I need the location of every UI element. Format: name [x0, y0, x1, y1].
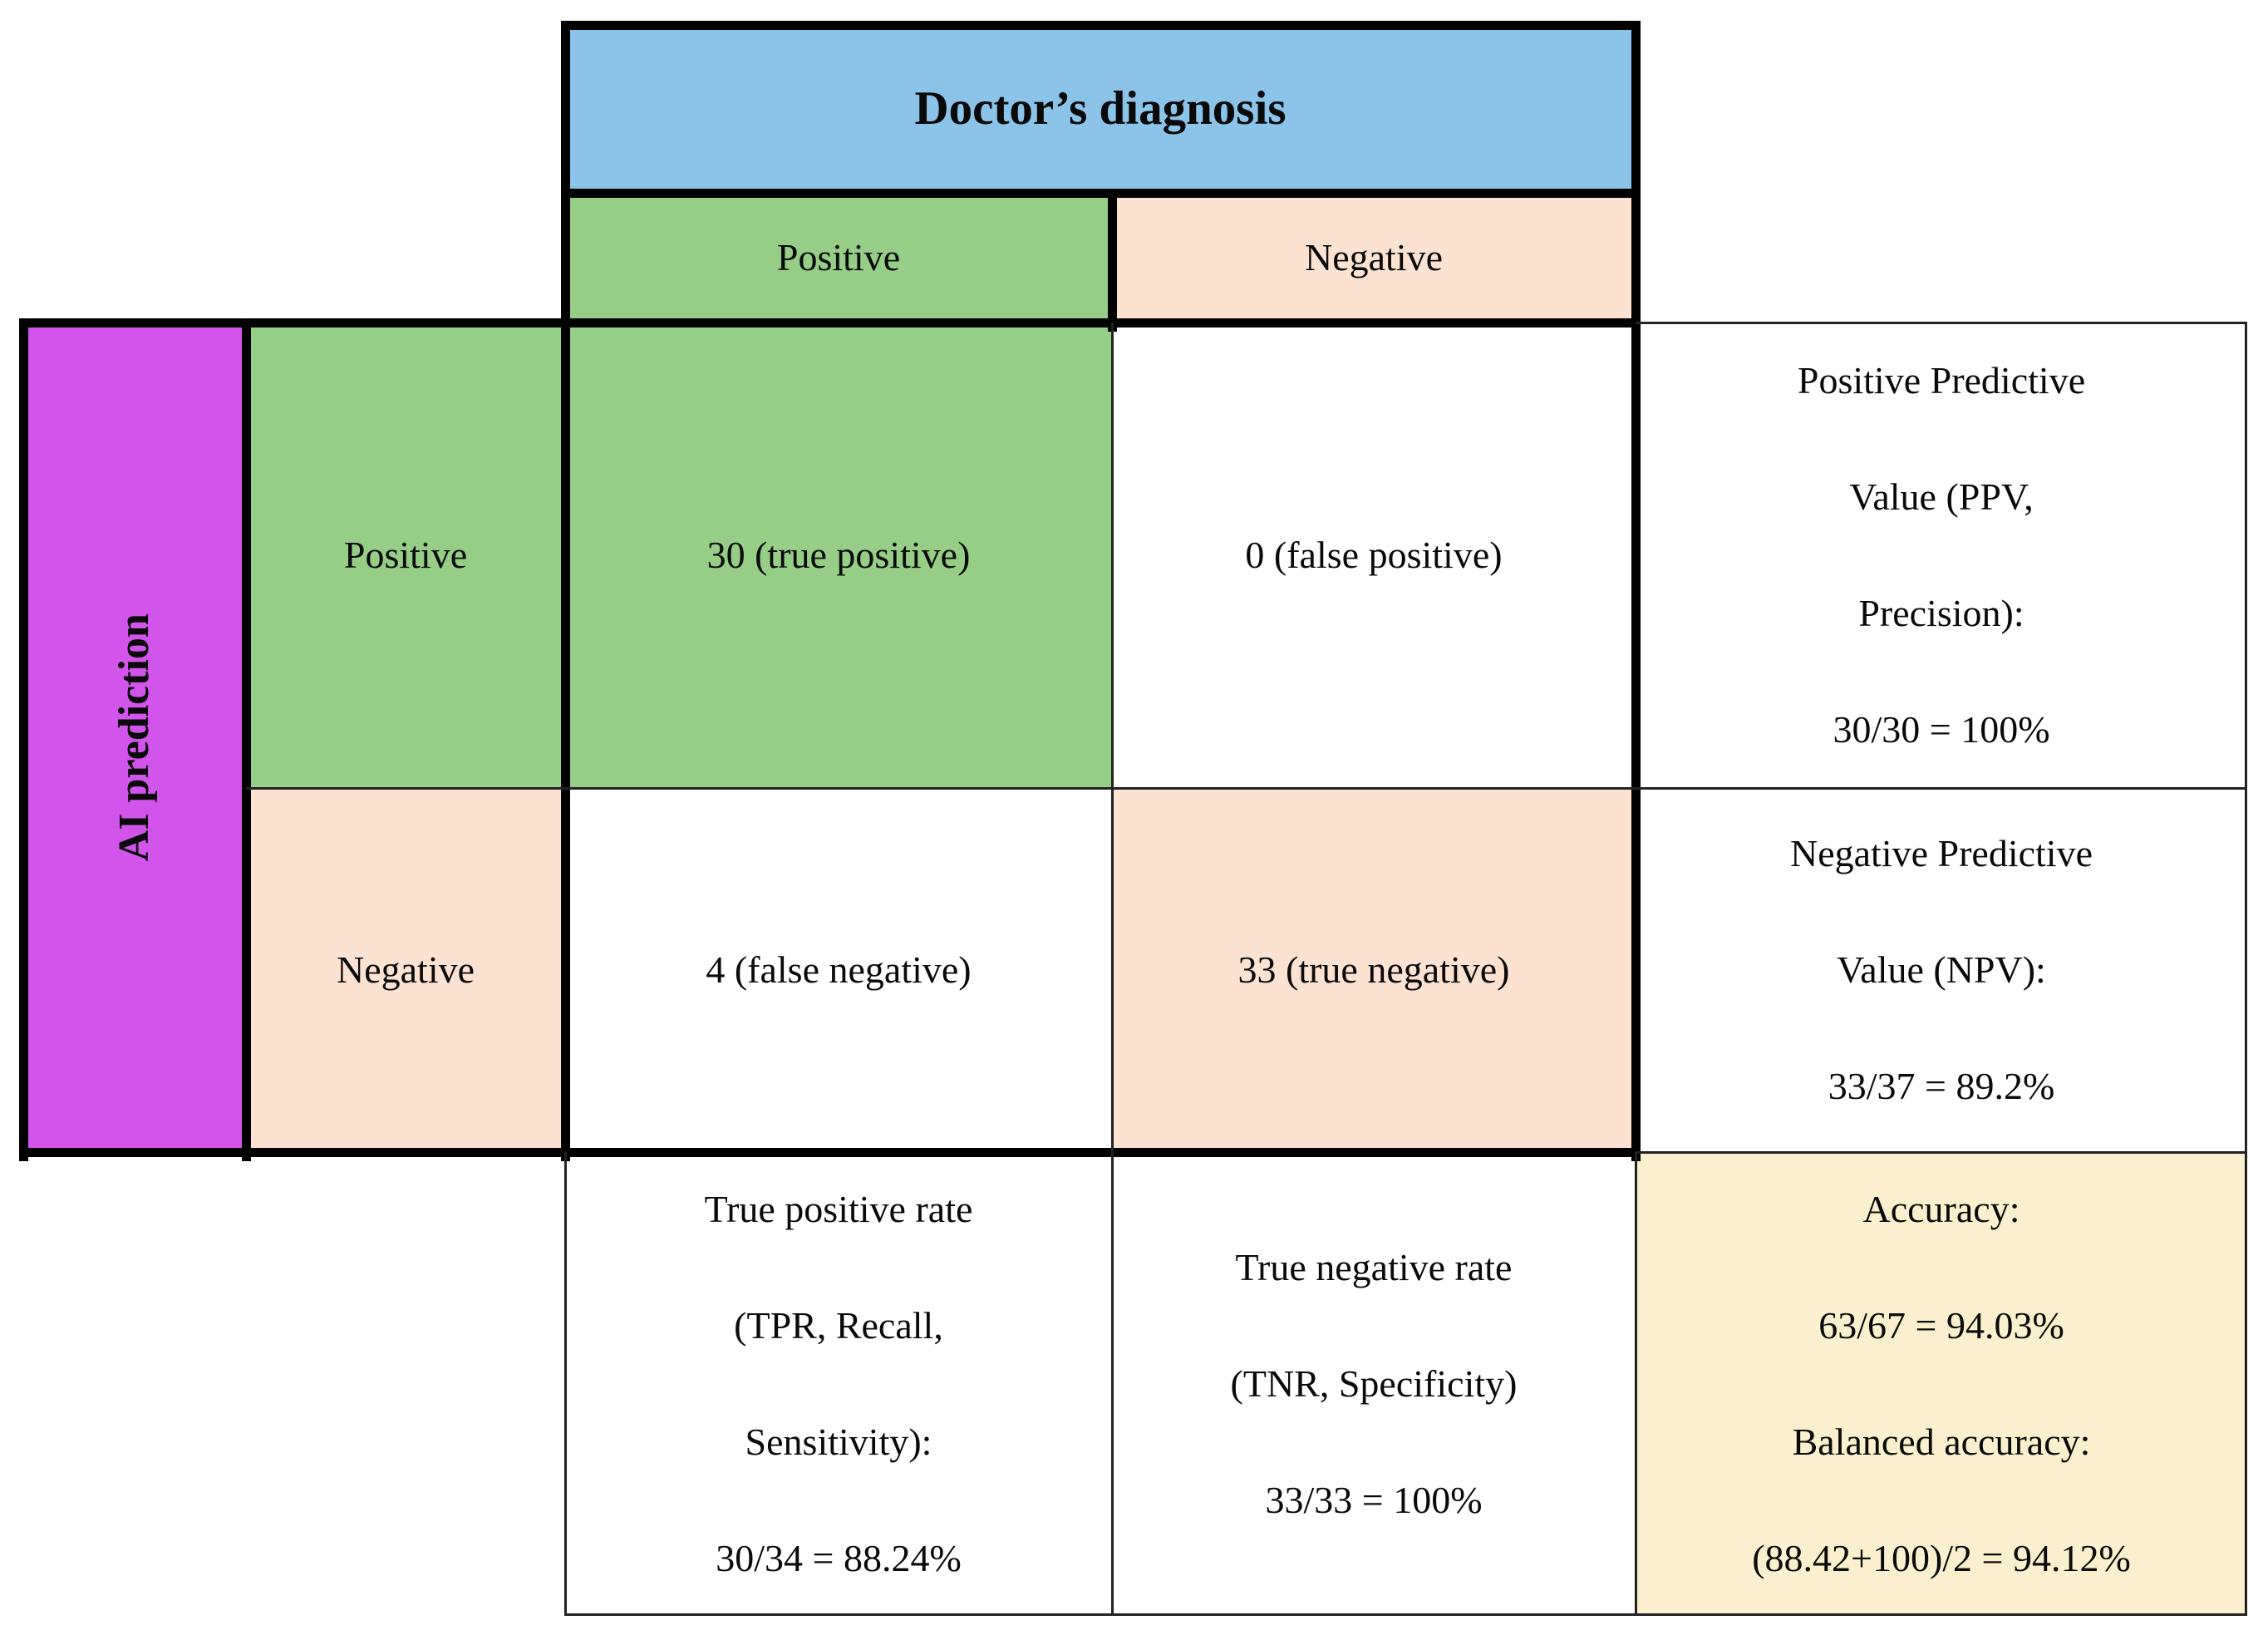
grid-line — [561, 189, 1641, 198]
metric-tnr-line: (TNR, Specificity) — [1230, 1362, 1518, 1405]
metric-accuracy-line: Balanced accuracy: — [1792, 1421, 2091, 1463]
metric-ppv-line: Precision): — [1858, 592, 2024, 634]
grid-line — [19, 1148, 1641, 1157]
cell-false-positive-label: 0 (false positive) — [1245, 534, 1503, 577]
grid-line — [242, 318, 251, 1161]
grid-line — [1635, 1152, 1637, 1616]
row-header-positive: Positive — [246, 323, 565, 788]
grid-line — [564, 1152, 567, 1616]
metric-tpr-line: Sensitivity): — [745, 1421, 932, 1463]
col-header-positive-label: Positive — [776, 236, 901, 279]
cell-true-negative-label: 33 (true negative) — [1237, 948, 1510, 992]
metric-ppv-line: Value (PPV, — [1849, 475, 2034, 518]
grid-line — [564, 1613, 2247, 1616]
metric-tnr-line: True negative rate — [1235, 1246, 1513, 1288]
metric-accuracy-line: 63/67 = 94.03% — [1818, 1304, 2064, 1347]
grid-line — [2245, 323, 2247, 1616]
grid-line — [1111, 323, 1114, 1616]
metric-npv-line: 33/37 = 89.2% — [1828, 1065, 2055, 1107]
col-header-negative-label: Negative — [1304, 236, 1444, 279]
grid-line — [1636, 322, 2247, 324]
metric-ppv-line: Positive Predictive — [1797, 359, 2086, 401]
metric-ppv: Positive Predictive Value (PPV, Precisio… — [1636, 323, 2247, 788]
metric-ppv-line: 30/30 = 100% — [1833, 708, 2050, 751]
col-header-negative: Negative — [1112, 193, 1636, 323]
metric-tpr-line: 30/34 = 88.24% — [716, 1537, 962, 1579]
grid-line — [561, 21, 1641, 30]
metric-tnr-line: 33/33 = 100% — [1265, 1479, 1483, 1521]
col-header-positive: Positive — [565, 193, 1112, 323]
row-header-negative-label: Negative — [336, 948, 475, 992]
cell-true-positive: 30 (true positive) — [565, 323, 1112, 788]
cell-false-negative-label: 4 (false negative) — [706, 948, 972, 992]
cell-true-positive-label: 30 (true positive) — [706, 534, 971, 577]
row-header-positive-label: Positive — [343, 534, 468, 577]
metric-npv: Negative Predictive Value (NPV): 33/37 =… — [1636, 788, 2247, 1152]
metric-accuracy: Accuracy: 63/67 = 94.03% Balanced accura… — [1636, 1152, 2247, 1616]
doctor-diagnosis-header: Doctor’s diagnosis — [565, 25, 1636, 193]
metric-tpr: True positive rate (TPR, Recall, Sensiti… — [565, 1152, 1112, 1616]
cell-false-negative: 4 (false negative) — [565, 788, 1112, 1152]
row-header-negative: Negative — [246, 788, 565, 1152]
cell-true-negative: 33 (true negative) — [1112, 788, 1636, 1152]
grid-line — [561, 21, 570, 1161]
ai-prediction-header: AI prediction — [23, 323, 246, 1152]
metric-tnr: True negative rate (TNR, Specificity) 33… — [1112, 1152, 1636, 1616]
metric-tpr-line: (TPR, Recall, — [734, 1304, 943, 1347]
ai-prediction-header-label: AI prediction — [110, 613, 158, 862]
grid-line — [246, 787, 2247, 790]
grid-line — [1636, 1151, 2247, 1154]
doctor-diagnosis-header-label: Doctor’s diagnosis — [914, 81, 1287, 135]
cell-false-positive: 0 (false positive) — [1112, 323, 1636, 788]
metric-tpr-line: True positive rate — [704, 1188, 973, 1230]
metric-npv-line: Value (NPV): — [1837, 948, 2046, 991]
grid-line — [19, 318, 28, 1161]
metric-accuracy-line: (88.42+100)/2 = 94.12% — [1752, 1537, 2131, 1579]
metric-npv-line: Negative Predictive — [1789, 832, 2093, 874]
grid-line — [1108, 189, 1117, 332]
grid-line — [1631, 21, 1641, 1161]
grid-line — [19, 318, 1641, 327]
metric-accuracy-line: Accuracy: — [1862, 1188, 2020, 1230]
